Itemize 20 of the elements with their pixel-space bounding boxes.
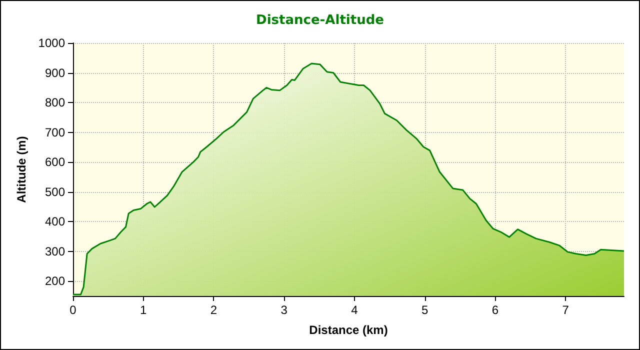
chart-title: Distance-Altitude bbox=[256, 13, 384, 28]
x-tick-label: 2 bbox=[210, 303, 218, 317]
x-tick-label: 0 bbox=[70, 303, 77, 317]
x-tick-label: 4 bbox=[351, 303, 358, 317]
y-tick-label: 300 bbox=[44, 244, 66, 258]
y-tick-label: 600 bbox=[44, 155, 66, 170]
x-tick-label: 6 bbox=[492, 303, 499, 317]
y-tick-label: 800 bbox=[44, 96, 66, 110]
y-tick-label: 200 bbox=[44, 274, 66, 288]
y-tick-label: 400 bbox=[44, 214, 66, 229]
y-tick-label: 500 bbox=[44, 184, 66, 199]
x-tick-label: 7 bbox=[562, 303, 570, 317]
y-tick-label: 700 bbox=[44, 125, 66, 140]
x-tick-label: 5 bbox=[422, 303, 429, 317]
y-axis-title: Altitude (m) bbox=[14, 136, 28, 203]
y-tick-label: 1000 bbox=[38, 36, 66, 50]
x-axis-title: Distance (km) bbox=[309, 323, 388, 337]
x-tick-label: 3 bbox=[280, 303, 288, 317]
y-tick-label: 900 bbox=[44, 66, 66, 80]
x-tick-label: 1 bbox=[140, 303, 148, 317]
